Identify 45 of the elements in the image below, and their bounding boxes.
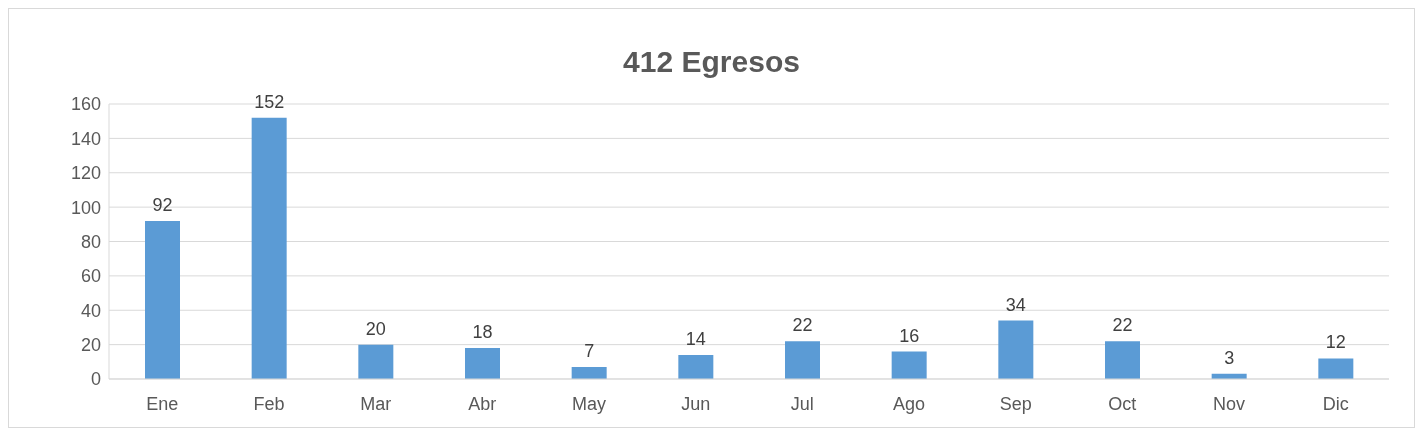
- x-tick-label: Dic: [1322, 393, 1349, 414]
- x-tick-label: Feb: [253, 393, 285, 414]
- data-label: 14: [685, 328, 706, 349]
- y-tick-label: 20: [80, 335, 101, 356]
- x-tick-label: Jun: [681, 393, 711, 414]
- x-tick-label: Ago: [892, 393, 926, 414]
- data-label: 22: [792, 315, 813, 336]
- x-tick-label: Oct: [1108, 393, 1137, 414]
- data-label: 22: [1112, 315, 1133, 336]
- bar: [1318, 358, 1354, 379]
- bar: [465, 348, 500, 379]
- y-tick-label: 100: [70, 197, 101, 218]
- bar: [678, 354, 714, 379]
- chart-title: 412 Egresos: [622, 44, 801, 79]
- y-tick-label: 120: [70, 163, 101, 184]
- bar: [571, 366, 607, 379]
- x-tick-label: May: [571, 393, 607, 414]
- bar: [785, 341, 820, 379]
- bar: [891, 351, 927, 379]
- data-label: 16: [899, 325, 920, 346]
- x-tick-label: Mar: [360, 393, 392, 414]
- y-tick-label: 160: [70, 94, 101, 115]
- data-label: 34: [1005, 294, 1026, 315]
- bar: [1105, 341, 1140, 379]
- x-tick-label: Sep: [999, 393, 1032, 414]
- data-label: 152: [254, 91, 285, 112]
- bar: [358, 344, 394, 379]
- data-label: 12: [1325, 332, 1346, 353]
- x-tick-label: Nov: [1212, 393, 1246, 414]
- y-tick-label: 40: [80, 300, 101, 321]
- data-label: 3: [1224, 347, 1235, 368]
- x-tick-label: Abr: [468, 393, 497, 414]
- y-tick-label: 60: [80, 266, 101, 287]
- bar: [998, 320, 1034, 379]
- bar: [145, 220, 180, 379]
- data-label: 92: [152, 194, 173, 215]
- y-tick-label: 0: [90, 369, 101, 390]
- y-tick-label: 140: [70, 128, 101, 149]
- data-label: 18: [472, 322, 493, 343]
- x-tick-label: Ene: [146, 393, 179, 414]
- x-tick-label: Jul: [790, 393, 814, 414]
- y-tick-label: 80: [80, 231, 101, 252]
- data-label: 20: [365, 318, 386, 339]
- bar: [251, 117, 287, 379]
- data-label: 7: [584, 340, 595, 361]
